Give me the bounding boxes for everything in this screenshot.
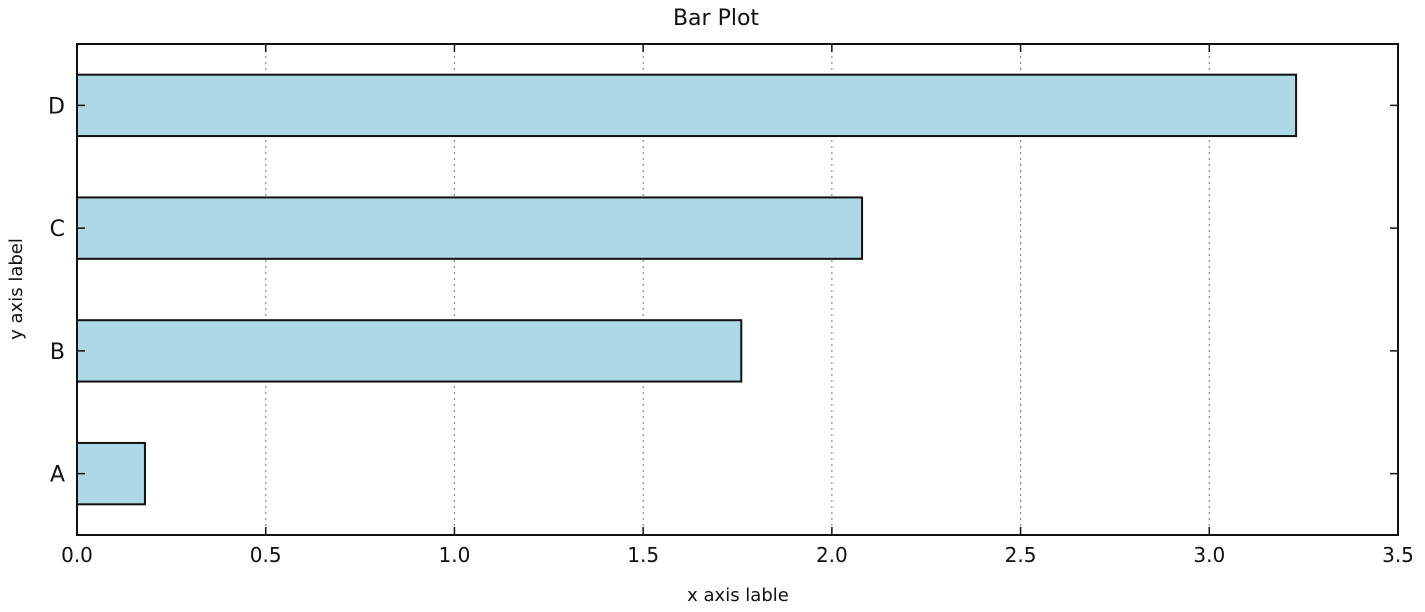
chart-title: Bar Plot bbox=[673, 6, 759, 31]
x-tick-label: 0.5 bbox=[250, 543, 282, 567]
x-tick-label: 2.5 bbox=[1005, 543, 1037, 567]
bar-C bbox=[76, 196, 864, 260]
gridlines bbox=[265, 44, 1210, 535]
y-axis-label: y axis label bbox=[6, 238, 27, 340]
bar-B bbox=[76, 319, 743, 383]
x-axis-label: x axis lable bbox=[687, 585, 789, 606]
bar-A bbox=[76, 441, 146, 506]
y-tick-label: D bbox=[48, 94, 65, 119]
x-tick-label: 1.5 bbox=[627, 543, 659, 567]
x-tick-label: 1.0 bbox=[439, 543, 471, 567]
y-tick-label: B bbox=[50, 340, 65, 365]
y-tick-label: C bbox=[50, 217, 65, 242]
y-tick-label: A bbox=[50, 463, 65, 488]
axes-frame bbox=[76, 43, 1399, 536]
tick-labels: 0.0 0.5 1.0 1.5 2.0 2.5 3.0 3.5 A B C D bbox=[48, 94, 1414, 567]
x-tick-label: 3.0 bbox=[1193, 543, 1225, 567]
bar-D bbox=[76, 73, 1298, 138]
x-tick-label: 3.5 bbox=[1382, 543, 1414, 567]
x-tick-label: 2.0 bbox=[816, 543, 848, 567]
bars bbox=[76, 73, 1298, 506]
x-tick-label: 0.0 bbox=[61, 543, 93, 567]
tick-marks bbox=[76, 44, 1399, 535]
